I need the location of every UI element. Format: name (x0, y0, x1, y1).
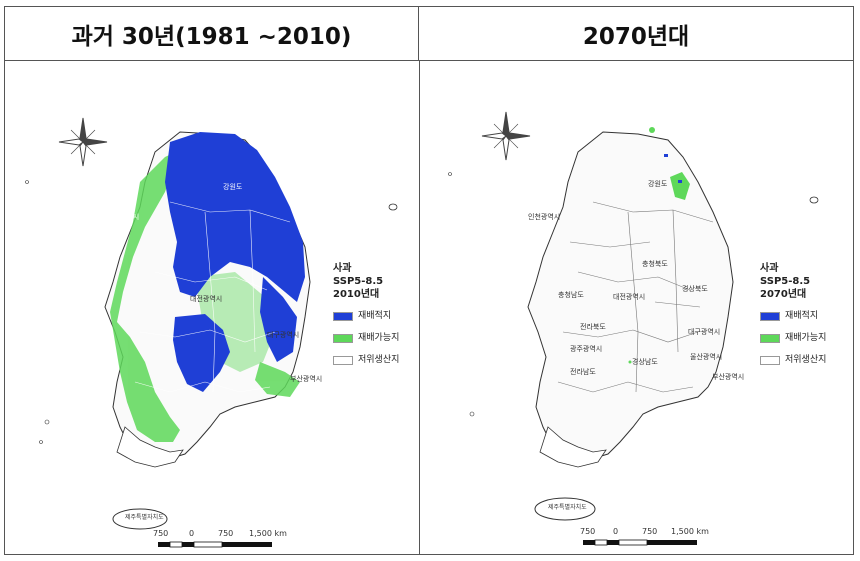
legend-swatch-white (333, 356, 353, 365)
map-label-busan: 부산광역시 (290, 375, 323, 383)
scale-label-750-left: 750 (153, 529, 169, 538)
legend-item: 재배가능지 (760, 332, 826, 345)
legend-swatch-white (760, 356, 780, 365)
legend-swatch-blue (333, 312, 353, 321)
scale-label-0: 0 (613, 527, 619, 536)
legend-swatch-green (760, 334, 780, 343)
map-label-gangwon: 강원도 (648, 180, 668, 188)
map-label-daejeon: 대전광역시 (613, 293, 646, 301)
map-label-gwangju: 광주광역시 (570, 345, 603, 353)
map-label-gyeongbuk: 경상북도 (682, 285, 708, 293)
scale-label-750-right: 750 (218, 529, 234, 538)
map-label-chungbuk: 충청북도 (642, 260, 668, 268)
map-label-daegu: 대구광역시 (688, 328, 721, 336)
scale-label-1500: 1,500 km (249, 529, 287, 538)
figure-frame: 과거 30년(1981 ~2010) 2070년대 (4, 6, 854, 555)
legend-scenario: SSP5-8.5 (333, 276, 384, 287)
legend-swatch-green (333, 334, 353, 343)
legend-item: 저위생산지 (760, 354, 826, 367)
legend-label: 재배적지 (785, 311, 819, 321)
suitability-blue-past (165, 132, 305, 392)
legend-item: 재배적지 (760, 310, 826, 323)
panel-divider (419, 61, 420, 554)
map-label-daejeon: 대전광역시 (190, 295, 223, 303)
map-label-busan: 부산광역시 (712, 373, 745, 381)
compass-rose-icon (481, 111, 531, 161)
scale-bar-2070 (583, 539, 697, 546)
legend-item: 저위생산지 (333, 354, 399, 367)
map-label-jeonbuk: 전라북도 (580, 323, 606, 331)
suitability-spots-2070 (628, 127, 690, 364)
legend-item: 재배가능지 (333, 332, 399, 345)
map-label-jeonnam: 전라남도 (570, 368, 596, 376)
legend-scenario: SSP5-8.5 (760, 276, 811, 287)
map-panel-2070: 750 0 750 1,500 km 사과 SSP5-8.5 2070년대 재배… (420, 62, 853, 554)
province-borders-2070 (557, 201, 714, 393)
korea-outline-2070 (448, 131, 819, 521)
legend-period: 2010년대 (333, 289, 380, 300)
province-borders-past (134, 201, 291, 393)
map-label-incheon: 인천광역시 (528, 213, 561, 221)
legend-crop: 사과 (760, 263, 779, 274)
scale-label-1500: 1,500 km (671, 527, 709, 536)
map-2070 (448, 111, 819, 546)
map-label-gangwon: 강원도 (223, 183, 243, 191)
scale-label-750-left: 750 (580, 527, 596, 536)
map-label-gyeongnam: 경상남도 (632, 358, 658, 366)
compass-rose-icon (58, 117, 108, 167)
map-label-jeju: 제주특별자치도 (125, 514, 164, 521)
legend-period: 2070년대 (760, 289, 807, 300)
map-label-ulsan: 울산광역시 (690, 353, 723, 361)
legend-crop: 사과 (333, 263, 352, 274)
scale-label-750-right: 750 (642, 527, 658, 536)
scale-bar-past (158, 541, 272, 548)
map-label-incheon: 인천광역시 (107, 213, 140, 221)
legend-label: 재배적지 (358, 311, 392, 321)
legend-label: 재배가능지 (358, 333, 400, 343)
legend-label: 저위생산지 (785, 355, 827, 365)
panel-title-2070: 2070년대 (419, 7, 853, 61)
map-label-daegu: 대구광역시 (267, 331, 300, 339)
legend-item: 재배적지 (333, 310, 399, 323)
legend-swatch-blue (760, 312, 780, 321)
legend-2070: 사과 SSP5-8.5 2070년대 재배적지 재배가능지 저위생산지 (760, 262, 826, 367)
legend-label: 재배가능지 (785, 333, 827, 343)
map-label-jeju: 제주특별자치도 (548, 504, 587, 511)
panel-title-past: 과거 30년(1981 ~2010) (5, 7, 419, 61)
map-past (25, 117, 398, 548)
map-label-chungnam: 충청남도 (558, 291, 584, 299)
map-panel-past: 750 0 750 1,500 km 사과 SSP5-8.5 2010년대 재배… (5, 62, 419, 554)
legend-past: 사과 SSP5-8.5 2010년대 재배적지 재배가능지 저위생산지 (333, 262, 399, 367)
legend-label: 저위생산지 (358, 355, 400, 365)
scale-label-0: 0 (189, 529, 195, 538)
